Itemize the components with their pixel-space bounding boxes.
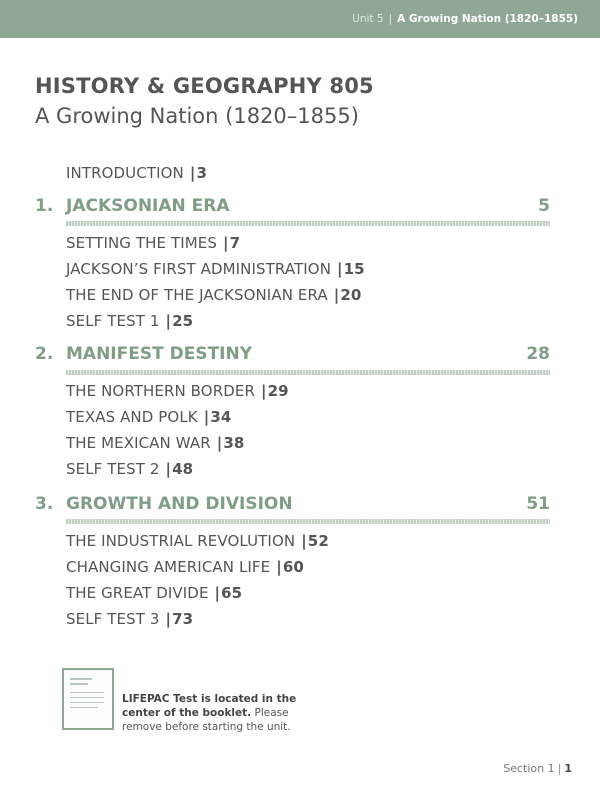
toc-entry-page: 3 <box>190 164 207 182</box>
section-number: 3. <box>35 494 54 514</box>
section-number: 1. <box>35 196 54 216</box>
section-heading-3: 3. GROWTH AND DIVISION 51 <box>35 494 550 514</box>
toc-entry: SELF TEST 2 48 <box>66 460 193 478</box>
section-heading-1: 1. JACKSONIAN ERA 5 <box>35 196 550 216</box>
section-page: 51 <box>526 494 550 514</box>
footer-separator: | <box>557 762 562 775</box>
lifepac-test-note: LIFEPAC Test is located in the center of… <box>122 692 312 734</box>
toc-entry-page: 25 <box>166 312 194 330</box>
toc-entry-page: 73 <box>166 610 194 628</box>
toc-entry-page: 20 <box>334 286 362 304</box>
section-divider <box>66 221 550 226</box>
unit-label: Unit 5 <box>352 13 384 25</box>
toc-entry: SETTING THE TIMES 7 <box>66 234 240 252</box>
note-bold-text: LIFEPAC Test is located in the center of… <box>122 693 297 719</box>
footer-page-number: 1 <box>564 762 572 775</box>
toc-entry-page: 38 <box>217 434 245 452</box>
toc-entry-label: THE NORTHERN BORDER <box>66 382 255 400</box>
toc-entry: THE MEXICAN WAR 38 <box>66 434 244 452</box>
toc-entry-label: JACKSON’S FIRST ADMINISTRATION <box>66 260 332 278</box>
toc-entry-label: THE END OF THE JACKSONIAN ERA <box>66 286 328 304</box>
toc-entry-label: SELF TEST 3 <box>66 610 160 628</box>
toc-entry-introduction: INTRODUCTION 3 <box>66 164 207 182</box>
toc-entry-label: THE GREAT DIVIDE <box>66 584 209 602</box>
toc-entry-page: 34 <box>204 408 232 426</box>
page-title: HISTORY & GEOGRAPHY 805 <box>35 74 374 98</box>
section-title: JACKSONIAN ERA <box>66 196 230 216</box>
toc-entry-label: THE MEXICAN WAR <box>66 434 211 452</box>
page-footer: Section 1 | 1 <box>503 762 572 775</box>
toc-entry-label: INTRODUCTION <box>66 164 184 182</box>
section-page: 28 <box>526 344 550 364</box>
toc-entry: TEXAS AND POLK 34 <box>66 408 231 426</box>
toc-entry-page: 15 <box>337 260 365 278</box>
section-divider <box>66 370 550 375</box>
header-separator: | <box>388 13 393 25</box>
section-divider <box>66 519 550 524</box>
toc-entry: THE NORTHERN BORDER 29 <box>66 382 289 400</box>
toc-entry-page: 29 <box>261 382 289 400</box>
note-text: Please remove before starting the unit. <box>122 707 291 733</box>
test-booklet-thumbnail-icon <box>62 668 114 730</box>
toc-entry-page: 52 <box>301 532 329 550</box>
toc-entry-label: THE INDUSTRIAL REVOLUTION <box>66 532 296 550</box>
toc-entry-label: SELF TEST 2 <box>66 460 160 478</box>
toc-entry: CHANGING AMERICAN LIFE 60 <box>66 558 304 576</box>
toc-entry: THE END OF THE JACKSONIAN ERA 20 <box>66 286 361 304</box>
toc-entry-page: 7 <box>223 234 240 252</box>
toc-entry-label: SETTING THE TIMES <box>66 234 218 252</box>
toc-entry: THE GREAT DIVIDE 65 <box>66 584 242 602</box>
header-bar: Unit 5 | A Growing Nation (1820–1855) <box>0 0 600 38</box>
toc-entry: SELF TEST 1 25 <box>66 312 193 330</box>
toc-entry: JACKSON’S FIRST ADMINISTRATION 15 <box>66 260 365 278</box>
toc-entry-label: SELF TEST 1 <box>66 312 160 330</box>
section-title: GROWTH AND DIVISION <box>66 494 293 514</box>
toc-entry-page: 65 <box>215 584 243 602</box>
section-title: MANIFEST DESTINY <box>66 344 253 364</box>
toc-entry: THE INDUSTRIAL REVOLUTION 52 <box>66 532 329 550</box>
toc-entry-page: 48 <box>166 460 194 478</box>
section-number: 2. <box>35 344 54 364</box>
toc-entry-page: 60 <box>276 558 304 576</box>
toc-entry: SELF TEST 3 73 <box>66 610 193 628</box>
toc-entry-label: TEXAS AND POLK <box>66 408 198 426</box>
toc-entry-label: CHANGING AMERICAN LIFE <box>66 558 271 576</box>
unit-title: A Growing Nation (1820–1855) <box>397 13 578 25</box>
page-subtitle: A Growing Nation (1820–1855) <box>35 104 359 128</box>
section-heading-2: 2. MANIFEST DESTINY 28 <box>35 344 550 364</box>
footer-section-label: Section 1 <box>503 762 555 775</box>
section-page: 5 <box>538 196 550 216</box>
